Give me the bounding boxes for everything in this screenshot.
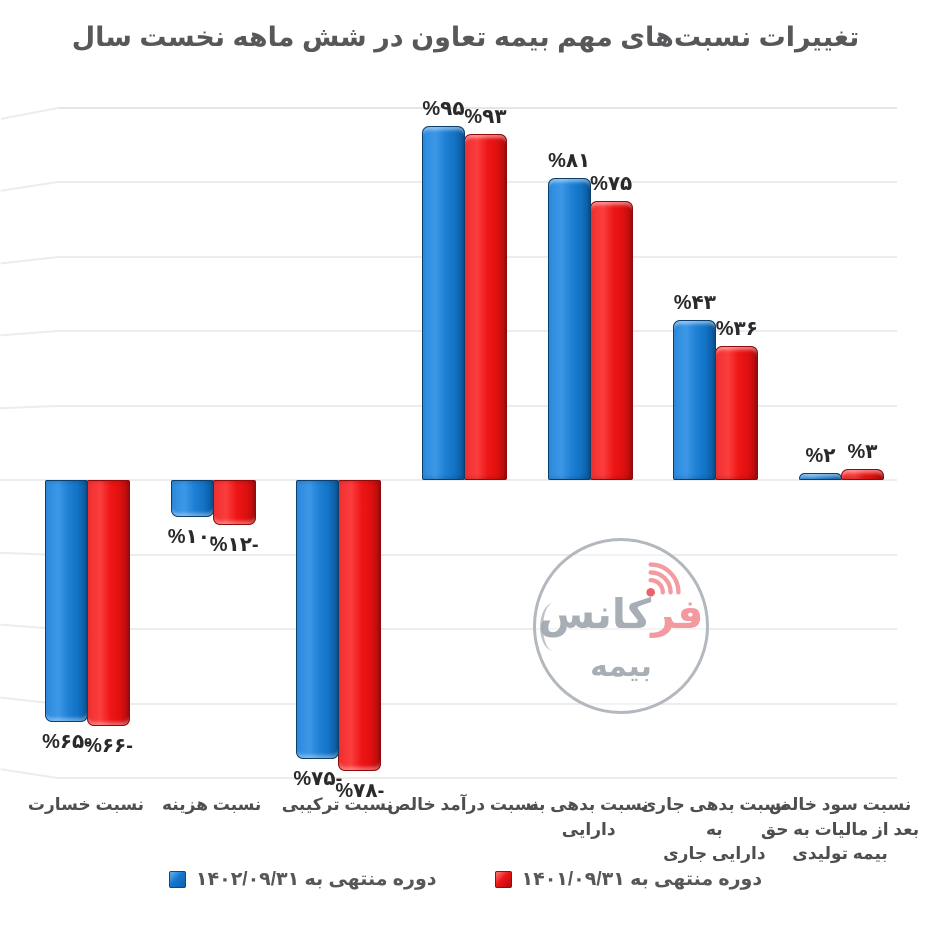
value-label: %۲ <box>805 444 836 467</box>
bar-1401 <box>338 480 382 771</box>
value-label: %۱۰- <box>167 526 217 549</box>
gridline-bevel <box>0 768 59 779</box>
value-label: %۹۳ <box>464 105 507 128</box>
bar-1401 <box>464 133 507 480</box>
category-label-line: نسبت ترکیبی <box>281 795 393 814</box>
gridline-bevel <box>0 404 59 409</box>
legend-swatch-blue <box>168 871 186 888</box>
value-label: %۷۵- <box>293 768 343 791</box>
bar-1401 <box>841 468 885 480</box>
gridline <box>58 702 897 705</box>
gridline <box>58 479 897 481</box>
bar-1402 <box>799 472 843 481</box>
gridline-bevel <box>0 181 59 192</box>
value-label: %۹۵ <box>422 98 465 121</box>
legend-item-1402: دوره منتهی به ۱۴۰۲/۰۹/۳۱ <box>168 868 437 891</box>
category-label: نسبت بدهی جاری به دارایی جاری <box>634 793 794 867</box>
gridline-bevel <box>0 330 59 337</box>
category-label: نسبت درآمد خالص <box>383 793 543 818</box>
value-label: %۳ <box>847 440 878 463</box>
category-label-line: دارایی جاری <box>663 844 766 864</box>
bar-1402 <box>170 480 214 518</box>
bar-1402 <box>547 178 591 480</box>
bar-1402 <box>673 319 717 480</box>
category-label: نسبت سود خالص بعد از مالیات به حق بیمه تول… <box>760 793 920 867</box>
legend-item-1401: دوره منتهی به ۱۴۰۱/۰۹/۳۱ <box>494 868 763 891</box>
bar-1401 <box>715 345 759 480</box>
legend-label-1401: دوره منتهی به ۱۴۰۱/۰۹/۳۱ <box>521 869 763 890</box>
gridline-bevel <box>0 106 59 120</box>
gridline-bevel <box>0 255 59 265</box>
bar-1402 <box>296 480 340 760</box>
gridline-bevel <box>0 479 58 481</box>
category-label-line: نسبت هزینه <box>161 795 262 814</box>
category-label-line: نسبت خسارت <box>27 795 145 814</box>
farakans-bimeh-watermark: فرکانس بیمه <box>533 538 709 714</box>
watermark-subtitle: بیمه <box>590 650 652 683</box>
gridline <box>58 106 897 109</box>
value-label: %۶۵- <box>42 731 91 754</box>
bar-1401 <box>87 480 130 726</box>
legend: دوره منتهی به ۱۴۰۲/۰۹/۳۱ دوره منتهی به ۱… <box>0 868 931 891</box>
category-label-line: دارایی <box>561 819 616 839</box>
gridline <box>58 628 897 630</box>
chart-title: تغییرات نسبت‌های مهم بیمه تعاون در شش ما… <box>71 22 860 52</box>
category-label-line: نسبت سود خالص <box>768 795 912 814</box>
bar-1402 <box>45 480 88 723</box>
value-label: %۱۲- <box>209 533 259 556</box>
value-label: %۷۸- <box>335 779 385 802</box>
wifi-frequency-icon <box>646 562 681 597</box>
value-label: %۳۶ <box>715 317 758 340</box>
category-label: نسبت بدهی به دارایی <box>509 793 669 842</box>
category-label: نسبت خسارت <box>6 793 166 818</box>
category-label-line: بعد از مالیات به حق <box>760 819 920 839</box>
value-label: %۶۶- <box>84 734 133 757</box>
bar-1401 <box>212 480 256 525</box>
gridline <box>58 553 897 556</box>
category-label: نسبت هزینه <box>132 793 292 818</box>
gridline <box>58 777 897 779</box>
bar-1401 <box>589 200 633 480</box>
legend-label-1402: دوره منتهی به ۱۴۰۲/۰۹/۳۱ <box>195 869 437 890</box>
category-label-line: نسبت بدهی جاری به <box>640 795 788 839</box>
value-label: %۸۱ <box>548 150 591 173</box>
bar-1402 <box>422 126 465 480</box>
legend-swatch-red <box>494 871 512 888</box>
category-label: نسبت ترکیبی <box>257 793 417 818</box>
category-label-line: بیمه تولیدی <box>792 844 888 864</box>
watermark-brand-highlight: فر <box>651 591 704 637</box>
category-label-line: نسبت درآمد خالص <box>387 795 539 814</box>
category-label-line: نسبت بدهی به <box>528 795 649 814</box>
value-label: %۴۳ <box>673 291 716 314</box>
watermark-bracket-arc <box>540 603 567 651</box>
value-label: %۷۵ <box>590 172 633 195</box>
